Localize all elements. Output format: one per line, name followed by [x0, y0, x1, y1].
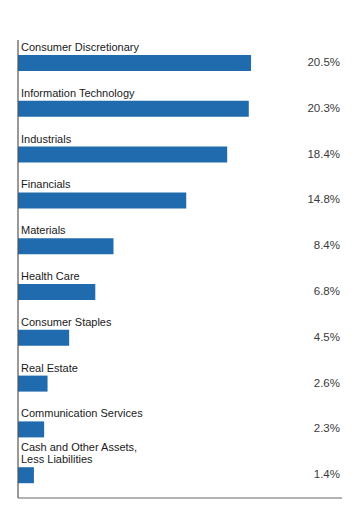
svg-text:20.5%: 20.5%	[307, 56, 340, 68]
svg-text:20.3%: 20.3%	[307, 102, 340, 114]
svg-text:4.5%: 4.5%	[314, 331, 340, 343]
svg-text:18.4%: 18.4%	[307, 148, 340, 160]
svg-text:Consumer Staples: Consumer Staples	[21, 316, 112, 328]
svg-text:1.4%: 1.4%	[314, 468, 340, 480]
svg-text:Consumer Discretionary: Consumer Discretionary	[21, 41, 139, 53]
svg-text:Cash and Other Assets,: Cash and Other Assets,	[21, 441, 137, 453]
svg-text:Real Estate: Real Estate	[21, 362, 78, 374]
svg-text:14.8%: 14.8%	[307, 193, 340, 205]
svg-text:Information Technology: Information Technology	[21, 87, 135, 99]
svg-text:Communication Services: Communication Services	[21, 407, 143, 419]
svg-text:Financials: Financials	[21, 178, 71, 190]
svg-text:6.8%: 6.8%	[314, 285, 340, 297]
svg-text:Industrials: Industrials	[21, 133, 72, 145]
svg-text:Less Liabilities: Less Liabilities	[21, 453, 93, 465]
svg-text:Materials: Materials	[21, 224, 66, 236]
svg-text:8.4%: 8.4%	[314, 239, 340, 251]
svg-text:2.3%: 2.3%	[314, 422, 340, 434]
svg-text:2.6%: 2.6%	[314, 377, 340, 389]
svg-text:Health Care: Health Care	[21, 270, 80, 282]
